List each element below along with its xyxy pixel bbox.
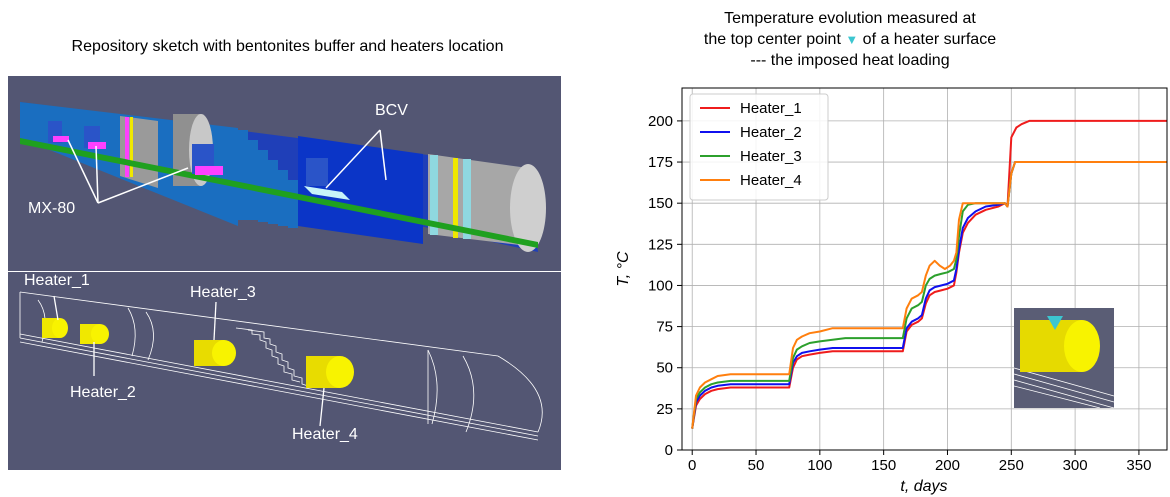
mx80-pink-1 bbox=[53, 136, 69, 142]
plot-frame bbox=[681, 87, 1168, 451]
x-tick-label: 250 bbox=[999, 457, 1024, 474]
y-tick-label: 175 bbox=[648, 154, 673, 171]
heater-2-shape bbox=[80, 324, 109, 344]
chart-title-line-3: --- the imposed heat loading bbox=[750, 52, 950, 69]
x-tick-label: 100 bbox=[807, 457, 832, 474]
y-tick-label: 50 bbox=[656, 360, 673, 377]
chart-series bbox=[691, 119, 1167, 429]
yellow-layer bbox=[453, 158, 458, 238]
tunnel-wireframe bbox=[19, 291, 543, 441]
heater-2-label: Heater_2 bbox=[70, 384, 136, 401]
heater-3-shape bbox=[194, 340, 236, 366]
heater-3-label: Heater_3 bbox=[190, 284, 256, 301]
legend-label: Heater_3 bbox=[740, 148, 802, 165]
y-axis-label: T, °C bbox=[615, 251, 632, 287]
mx80-label: MX-80 bbox=[28, 200, 76, 217]
inset-rails bbox=[1013, 367, 1115, 409]
series-line-heater-4 bbox=[691, 161, 1167, 429]
chart-title-line-1: Temperature evolution measured at bbox=[724, 10, 976, 27]
mx80-pink-2 bbox=[88, 142, 106, 149]
x-tick-label: 200 bbox=[935, 457, 960, 474]
y-tick-label: 150 bbox=[648, 195, 673, 212]
inset-heater-face bbox=[1064, 320, 1100, 372]
heater-1-shape bbox=[42, 318, 68, 338]
chart-ticks: 0 50 100 150 200 250 300 350 0 25 50 75 100 125 150 175… bbox=[648, 113, 1151, 474]
tunnel-floor bbox=[20, 138, 538, 248]
heater-4-label: Heater_4 bbox=[292, 426, 358, 443]
repository-sketch-panel: BCV MX-80 bbox=[8, 76, 561, 271]
cyan-layer bbox=[430, 155, 438, 235]
temperature-chart: 0 50 100 150 200 250 300 350 0 25 50 75 100 125 150 175… bbox=[615, 87, 1168, 495]
chart-title-line-2-pre: the top center point bbox=[703, 31, 841, 48]
y-tick-label: 0 bbox=[665, 442, 673, 459]
series-line-heater-1 bbox=[691, 119, 1167, 429]
x-tick-label: 350 bbox=[1126, 457, 1151, 474]
chart-title-line-2-post: of a heater surface bbox=[862, 31, 997, 48]
x-tick-label: 0 bbox=[688, 457, 696, 474]
tunnel-end-cap bbox=[510, 164, 546, 252]
bcv-block bbox=[304, 186, 350, 200]
triangle-marker-icon: ▼ bbox=[845, 32, 859, 47]
x-tick-label: 150 bbox=[871, 457, 896, 474]
chart-title-line-2: the top center point ▼ of a heater surfa… bbox=[685, 29, 1015, 50]
heaters-location-panel: Heater_1 Heater_2 Heater_3 Heater_4 bbox=[8, 272, 561, 470]
yellow-layer-left bbox=[130, 117, 133, 177]
y-tick-label: 200 bbox=[648, 113, 673, 130]
legend-box bbox=[689, 93, 829, 201]
y-tick-label: 100 bbox=[648, 277, 673, 294]
bcv-label: BCV bbox=[375, 102, 408, 119]
legend-label: Heater_1 bbox=[740, 100, 802, 117]
x-tick-label: 50 bbox=[748, 457, 765, 474]
mx80-pink-3 bbox=[195, 166, 223, 175]
heater-1-label: Heater_1 bbox=[24, 272, 90, 289]
inset-marker-icon bbox=[1047, 316, 1063, 330]
cyan-layer-2 bbox=[463, 159, 471, 239]
series-line-heater-2 bbox=[691, 161, 1167, 429]
x-axis-label: t, days bbox=[900, 478, 947, 495]
y-tick-label: 125 bbox=[648, 236, 673, 253]
inset-heater-image bbox=[1013, 308, 1115, 409]
heaters-location-image bbox=[19, 291, 543, 441]
stairs-wireframe bbox=[235, 327, 309, 387]
plug-1 bbox=[120, 116, 158, 188]
chart-title: Temperature evolution measured at the to… bbox=[685, 8, 1015, 71]
legend-label: Heater_2 bbox=[740, 124, 802, 141]
y-tick-label: 25 bbox=[656, 401, 673, 418]
repository-sketch-image bbox=[20, 102, 546, 252]
y-tick-label: 75 bbox=[656, 319, 673, 336]
label-pointers bbox=[67, 129, 387, 204]
chart-legend: Heater_1 Heater_2 Heater_3 Heater_4 bbox=[689, 93, 829, 201]
bcv-block-body bbox=[306, 158, 328, 186]
left-figure-title: Repository sketch with bentonites buffer… bbox=[71, 38, 504, 55]
magenta-layer bbox=[125, 117, 129, 177]
x-tick-label: 300 bbox=[1063, 457, 1088, 474]
heater-4-shape bbox=[306, 356, 354, 388]
heater-pointers bbox=[53, 295, 325, 427]
legend-label: Heater_4 bbox=[740, 172, 802, 189]
